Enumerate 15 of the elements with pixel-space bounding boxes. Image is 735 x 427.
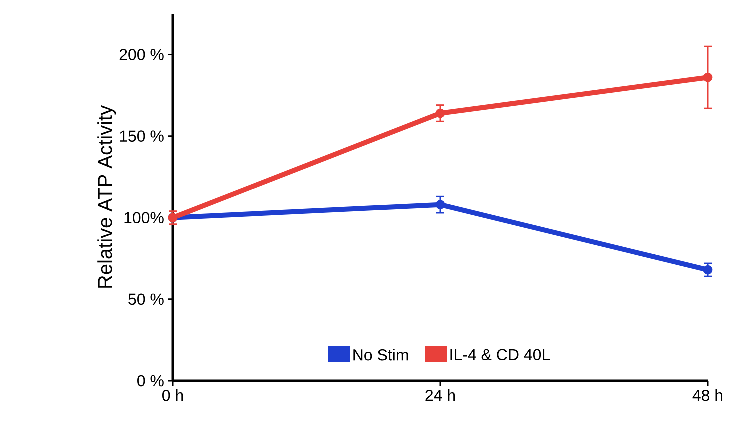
y-tick-label: 100% xyxy=(124,212,164,224)
point xyxy=(703,72,713,82)
point xyxy=(436,200,446,210)
legend-label: IL-4 & CD 40L xyxy=(450,349,550,361)
x-tick-label: 0 h xyxy=(162,390,184,402)
point xyxy=(436,108,446,118)
y-tick-label: 50 % xyxy=(128,294,164,306)
y-axis-title: Relative ATP Activity xyxy=(98,105,116,288)
legend-label: No Stim xyxy=(354,349,408,361)
x-tick-label: 48 h xyxy=(692,390,723,402)
y-tick-label: 200 % xyxy=(120,49,164,60)
y-tick-label: 0 % xyxy=(138,375,164,387)
y-tick-label: 150 % xyxy=(120,130,164,142)
point xyxy=(703,265,713,275)
x-tick-label: 24 h xyxy=(426,390,456,402)
